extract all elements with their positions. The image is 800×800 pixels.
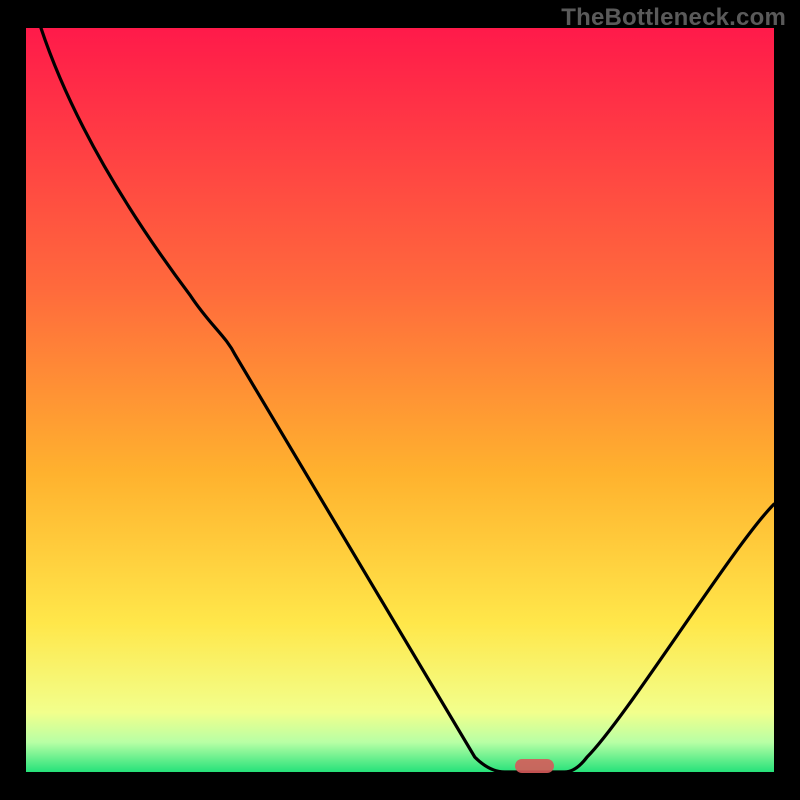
bottleneck-curve <box>41 28 774 772</box>
optimum-marker <box>515 759 554 774</box>
curve-svg <box>0 0 800 800</box>
watermark-text: TheBottleneck.com <box>561 4 786 32</box>
chart-container: TheBottleneck.com <box>0 0 800 800</box>
